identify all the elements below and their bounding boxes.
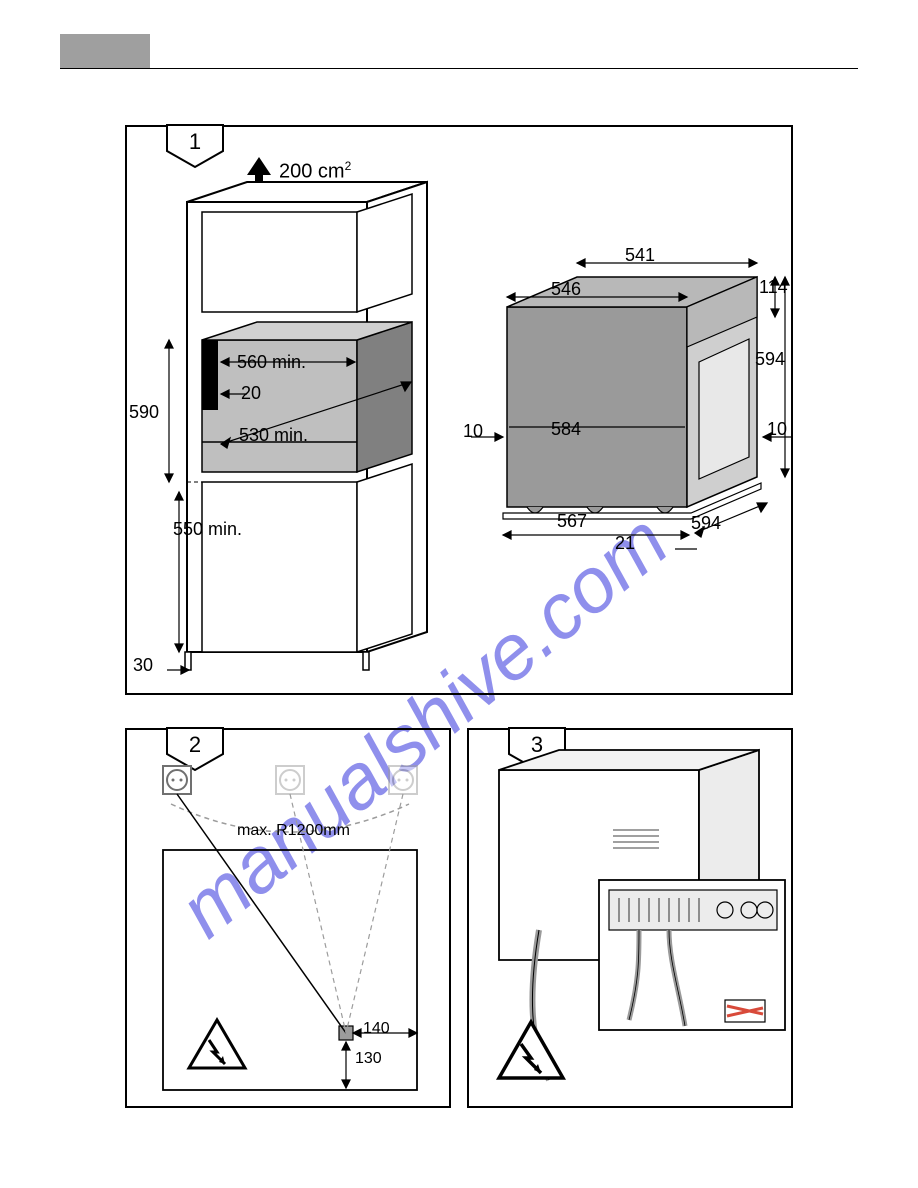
page-header-rule: [60, 68, 858, 69]
dim-130: 130: [355, 1050, 382, 1068]
dim-567: 567: [557, 511, 587, 532]
dim-584: 584: [551, 419, 581, 440]
dim-560min: 560 min.: [237, 352, 306, 373]
dim-541: 541: [625, 245, 655, 266]
oven-drawing: [467, 257, 797, 557]
ventilation-label: 200 cm2: [279, 159, 351, 184]
diagram-box-3: 3: [467, 728, 793, 1108]
dim-530min: 530 min.: [239, 425, 308, 446]
page-header-tab: [60, 34, 150, 68]
dim-546: 546: [551, 279, 581, 300]
dim-590: 590: [129, 402, 159, 423]
step-1-number: 1: [167, 129, 223, 155]
diagram-box-1: 1 200 cm2: [125, 125, 793, 695]
dim-114: 114: [759, 277, 788, 298]
cabinet-drawing: [157, 182, 477, 692]
wiring-drawing: [469, 730, 795, 1110]
dim-594w: 594: [691, 513, 721, 534]
dim-10r: 10: [767, 419, 787, 440]
dim-20: 20: [241, 383, 261, 404]
radius-label: max. R1200mm: [237, 822, 350, 840]
power-radius-drawing: [127, 730, 453, 1110]
dim-140: 140: [363, 1020, 390, 1038]
step-1-tag: 1: [167, 125, 223, 165]
dim-30: 30: [133, 655, 153, 676]
diagram-box-2: 2: [125, 728, 451, 1108]
page: manualshive.com 1 200 cm2: [0, 0, 918, 1188]
dim-594h: 594: [755, 349, 785, 370]
dim-21: 21: [615, 533, 635, 554]
dim-10l: 10: [463, 421, 483, 442]
dim-550min: 550 min.: [173, 519, 242, 540]
